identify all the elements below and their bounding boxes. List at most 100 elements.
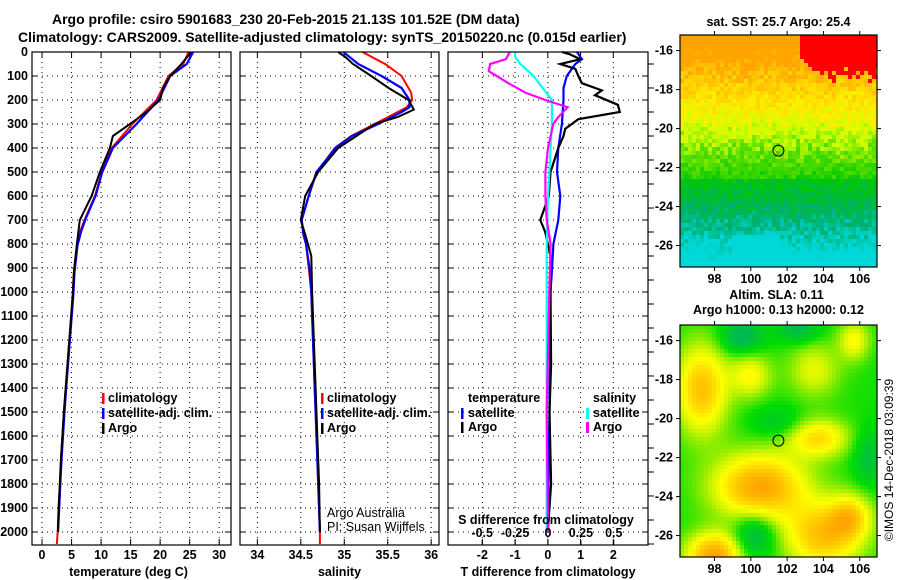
lat-tick-label: -18 (655, 373, 673, 387)
depth-tick-label: 700 (7, 213, 28, 227)
depth-tick-label: 1600 (0, 429, 28, 443)
lat-tick-label: -18 (655, 83, 673, 97)
legend-swatch (321, 393, 324, 404)
x-tick-label: 1 (577, 548, 584, 562)
argo-credit-line: Argo Australia (327, 506, 405, 520)
plot-frame (31, 51, 232, 546)
legend-label: climatology (108, 391, 178, 405)
series-line-argo (299, 51, 416, 533)
x-tick-label: 0 (544, 548, 551, 562)
depth-tick-label: 2000 (0, 525, 28, 539)
lon-tick-label: 106 (849, 272, 870, 286)
legend-swatch (586, 422, 589, 433)
legend-label: Argo (327, 421, 357, 435)
temperature-panel: 0 5 10 15 20 25 300100200300400500600700800900… (0, 45, 232, 579)
depth-tick-label: 600 (7, 189, 28, 203)
x-axis-label: T difference from climatology (460, 565, 635, 579)
sla-map-title: Altim. SLA: 0.11 (729, 288, 824, 302)
depth-tick-label: 1100 (1, 309, 28, 323)
lon-tick-label: 106 (849, 562, 870, 576)
lat-tick-label: -22 (655, 161, 673, 175)
sla-map: 98 100 102 104 106 -16 -18 -20 -22 -24 -26 Altim. S… (655, 288, 881, 576)
depth-tick-label: 200 (7, 93, 28, 107)
lon-tick-label: 102 (777, 562, 798, 576)
lat-tick-label: -20 (655, 412, 673, 426)
series-line-argo (57, 51, 193, 533)
x-axis-label: temperature (deg C) (69, 565, 188, 579)
depth-tick-label: 300 (7, 117, 28, 131)
depth-tick-label: 1400 (0, 381, 28, 395)
lon-tick-label: 98 (708, 272, 722, 286)
legend-swatch (102, 408, 105, 419)
legend-label: Argo (468, 420, 498, 434)
lon-tick-label: 100 (740, 272, 761, 286)
difference-panel: -2 -1 0 1 2 T difference from climatology temp… (447, 50, 654, 579)
sst-heatmap-cells (680, 35, 877, 267)
s-diff-tick-label: -0.25 (501, 526, 530, 540)
depth-tick-label: 800 (7, 237, 28, 251)
x-tick-label: 36 (424, 548, 438, 562)
lat-tick-label: -16 (655, 44, 673, 58)
legend-label: climatology (327, 391, 397, 405)
legend-label: satellite (593, 406, 640, 420)
x-tick-label: 34 (250, 548, 264, 562)
depth-tick-label: 0 (21, 45, 28, 59)
sla-map-subtitle: Argo h1000: 0.13 h2000: 0.12 (693, 303, 864, 317)
legend-label: satellite-adj. clim. (327, 406, 431, 420)
series-line-salinity-satellite (513, 52, 554, 532)
s-diff-axis-label: S difference from climatology (458, 513, 634, 527)
depth-tick-label: 900 (7, 261, 28, 275)
sst-map: 98 100 102 104 106 -16 -18 -20 -22 -24 -26 sat. SST… (655, 15, 881, 286)
x-tick-label: 34.5 (289, 548, 313, 562)
series-line-climatology (55, 51, 190, 545)
series-line-salinity-argo (487, 51, 570, 533)
legend-swatch (102, 423, 105, 434)
lat-tick-label: -20 (655, 122, 673, 136)
depth-tick-label: 400 (7, 141, 28, 155)
lat-tick-label: -16 (655, 334, 673, 348)
lat-tick-label: -24 (655, 490, 673, 504)
depth-tick-label: 1700 (0, 453, 28, 467)
legend-swatch (102, 393, 105, 404)
x-tick-label: 15 (124, 548, 138, 562)
legend-swatch (321, 423, 324, 434)
lat-tick-label: -24 (655, 200, 673, 214)
depth-tick-label: 1000 (0, 285, 28, 299)
legend-label: Argo (593, 420, 623, 434)
lon-tick-label: 100 (740, 562, 761, 576)
x-tick-label: 5 (68, 548, 75, 562)
x-tick-label: 0 (39, 548, 46, 562)
lat-tick-label: -26 (655, 529, 673, 543)
depth-tick-label: 1300 (0, 357, 28, 371)
sst-map-title: sat. SST: 25.7 Argo: 25.4 (706, 15, 850, 29)
x-tick-label: 25 (183, 548, 197, 562)
map-frame (679, 324, 878, 558)
x-tick-label: -1 (510, 548, 521, 562)
x-tick-label: 30 (212, 548, 226, 562)
x-tick-label: 20 (153, 548, 167, 562)
legend-header-salinity: salinity (593, 391, 636, 405)
depth-tick-label: 1200 (0, 333, 28, 347)
depth-tick-label: 1900 (0, 501, 28, 515)
s-diff-tick-label: -0.5 (471, 526, 493, 540)
s-diff-tick-label: 0.25 (569, 526, 593, 540)
x-tick-label: 10 (94, 548, 108, 562)
depth-tick-label: 1500 (0, 405, 28, 419)
lon-tick-label: 104 (813, 562, 834, 576)
legend-swatch (586, 408, 589, 419)
x-tick-label: -2 (477, 548, 488, 562)
lat-tick-label: -22 (655, 451, 673, 465)
title-line-1: Argo profile: csiro 5901683_230 20-Feb-2… (52, 11, 520, 27)
legend-label: satellite-adj. clim. (108, 406, 212, 420)
map-frame (679, 34, 878, 268)
x-tick-label: 2 (610, 548, 617, 562)
s-diff-tick-label: 0 (545, 526, 552, 540)
salinity-panel: 34 34.5 35 35.5 36 salinity climatologysatelli… (239, 51, 440, 579)
s-diff-tick-label: 0.5 (605, 526, 622, 540)
argo-credit-line: PI: Susan Wijffels (327, 520, 425, 534)
float-position-marker (772, 144, 785, 157)
depth-tick-label: 500 (7, 165, 28, 179)
legend-swatch (321, 408, 324, 419)
legend-swatch (461, 408, 464, 419)
